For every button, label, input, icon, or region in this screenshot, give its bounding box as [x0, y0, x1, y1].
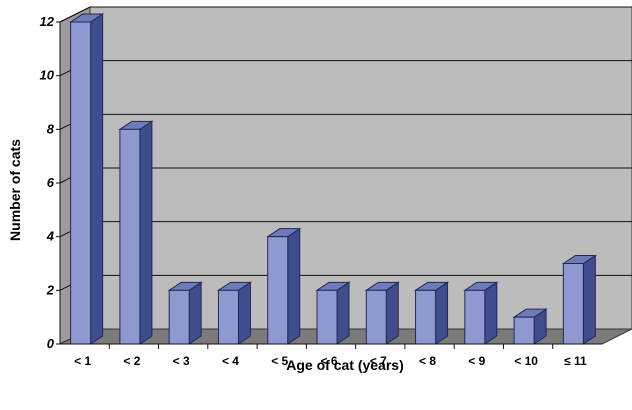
x-tick-label: < 1 — [74, 354, 91, 368]
x-axis-ticks: < 1 < 2 < 3 < 4 < 5 < 6 < 7 < 8 < 9 < 10 ≤ 11 — [60, 343, 602, 368]
x-tick-label: < 8 — [419, 354, 436, 368]
x-tick-label: < 9 — [468, 354, 485, 368]
bar — [463, 281, 499, 345]
bar — [364, 281, 400, 345]
x-tick-label: ≤ 11 — [564, 354, 587, 368]
y-tick-label: 12 — [40, 14, 55, 29]
x-tick-label: < 4 — [222, 354, 239, 368]
x-tick-label: < 2 — [123, 354, 140, 368]
bar-front — [513, 316, 535, 345]
x-tick-label: < 6 — [320, 354, 337, 368]
x-tick-label: < 10 — [514, 354, 538, 368]
bar — [118, 120, 154, 345]
x-tick-label: < 3 — [173, 354, 190, 368]
y-tick-label: 4 — [46, 229, 55, 244]
y-axis-label: Number of cats — [7, 139, 23, 241]
bar-front — [70, 21, 92, 345]
gridline — [59, 6, 632, 23]
bar-side — [90, 13, 104, 345]
x-tick-label: < 5 — [271, 354, 288, 368]
bar-side — [435, 281, 449, 345]
bar-side — [188, 281, 202, 345]
bar-side — [336, 281, 350, 345]
bar — [216, 281, 253, 345]
bar-front — [168, 289, 190, 345]
bar-front — [464, 289, 486, 345]
y-tick-label: 6 — [47, 175, 55, 190]
x-tick-label: < 7 — [370, 354, 387, 368]
bar-front — [365, 289, 387, 345]
bar-front — [217, 289, 239, 345]
y-tick-label: 8 — [47, 121, 55, 136]
bar-side — [582, 254, 596, 345]
bar-side — [287, 227, 301, 345]
bar — [561, 254, 598, 345]
bar-side — [237, 281, 251, 345]
bars — [68, 13, 598, 345]
y-tick-label: 0 — [47, 336, 55, 351]
x-axis-label: Age of cat (years) — [286, 357, 403, 373]
bar — [315, 281, 351, 345]
bar-front — [415, 289, 437, 345]
bar — [167, 281, 203, 345]
y-tick-label: 10 — [40, 68, 55, 83]
bar — [266, 227, 302, 345]
bar-front — [119, 128, 141, 345]
bar — [68, 13, 105, 345]
bar — [413, 281, 450, 345]
bar-front — [562, 263, 584, 345]
bar-front — [316, 289, 338, 345]
bar-front — [267, 236, 289, 345]
y-axis-ticks: 0 2 4 6 8 10 12 — [40, 14, 61, 351]
y-tick-label: 2 — [46, 282, 55, 297]
bar-side — [139, 120, 153, 345]
bar-side — [385, 281, 399, 345]
bar — [512, 308, 548, 345]
bar-side — [484, 281, 498, 345]
